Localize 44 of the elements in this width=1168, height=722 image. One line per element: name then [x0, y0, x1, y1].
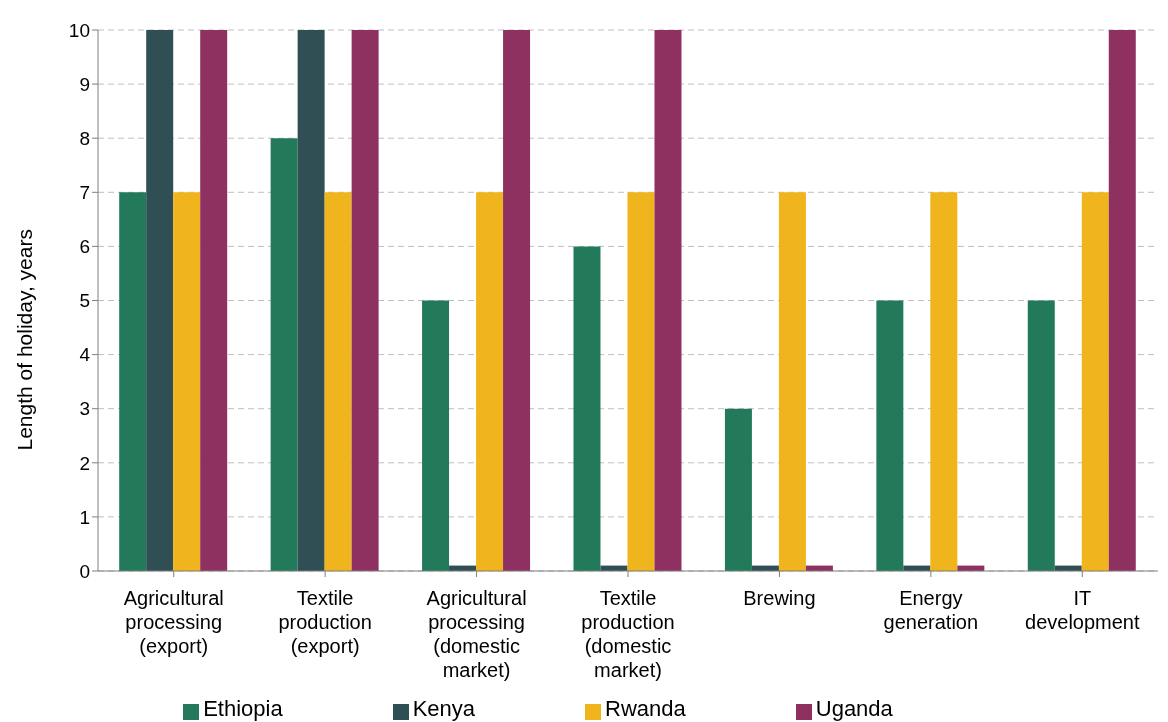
legend-label: Kenya: [412, 696, 476, 721]
bar: [778, 192, 806, 571]
x-tick-label: Textile production (domestic market): [581, 587, 675, 681]
y-tick-label: 3: [79, 398, 90, 420]
bar: [119, 192, 147, 571]
y-tick-label: 6: [79, 236, 90, 258]
bar: [930, 192, 958, 571]
bar: [422, 300, 450, 571]
y-tick-label: 10: [68, 19, 90, 41]
x-tick-label: Agricultural processing (domestic market): [426, 587, 527, 681]
x-tick-label: Textile production (export): [278, 587, 372, 657]
bar: [476, 192, 504, 571]
y-tick-label: 4: [79, 344, 91, 366]
bar: [1108, 30, 1136, 571]
bar: [503, 30, 531, 571]
bar: [173, 192, 201, 571]
y-tick-label: 1: [79, 506, 90, 528]
bar: [1081, 192, 1109, 571]
bar: [573, 246, 601, 571]
y-tick-label: 0: [79, 560, 90, 582]
y-tick-label: 5: [79, 290, 90, 312]
bar: [654, 30, 682, 571]
y-tick-label: 7: [79, 182, 90, 204]
bar: [1027, 300, 1055, 571]
legend-label: Ethiopia: [203, 696, 283, 721]
x-tick-label: Brewing: [743, 587, 816, 609]
bar: [724, 408, 752, 571]
x-tick-label: Energy generation: [883, 587, 979, 633]
bar: [297, 30, 325, 571]
x-tick-label: Agricultural processing (export): [123, 587, 224, 657]
y-tick-label: 9: [79, 73, 90, 95]
y-tick-label: 2: [79, 452, 90, 474]
bar: [351, 30, 379, 571]
bar: [270, 138, 298, 571]
bar: [324, 192, 352, 571]
y-tick-label: 8: [79, 127, 90, 149]
bar: [200, 30, 228, 571]
x-tick-label: IT development: [1025, 587, 1140, 633]
y-axis-title: Length of holiday, years: [13, 229, 37, 451]
legend-label: Uganda: [815, 696, 893, 721]
bar: [146, 30, 174, 571]
bar: [627, 192, 655, 571]
legend-label: Rwanda: [605, 696, 686, 721]
bar: [876, 300, 904, 571]
